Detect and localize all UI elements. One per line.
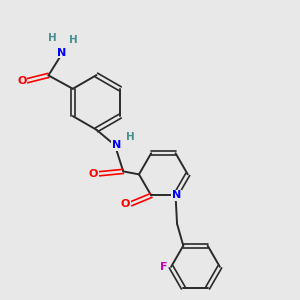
Text: H: H (48, 33, 57, 43)
Text: N: N (57, 47, 66, 58)
Text: O: O (89, 169, 98, 179)
Text: N: N (172, 190, 182, 200)
Text: O: O (121, 199, 130, 209)
Text: F: F (160, 262, 167, 272)
Text: N: N (112, 140, 121, 150)
Text: H: H (126, 132, 135, 142)
Text: H: H (69, 35, 77, 45)
Text: O: O (17, 76, 26, 86)
